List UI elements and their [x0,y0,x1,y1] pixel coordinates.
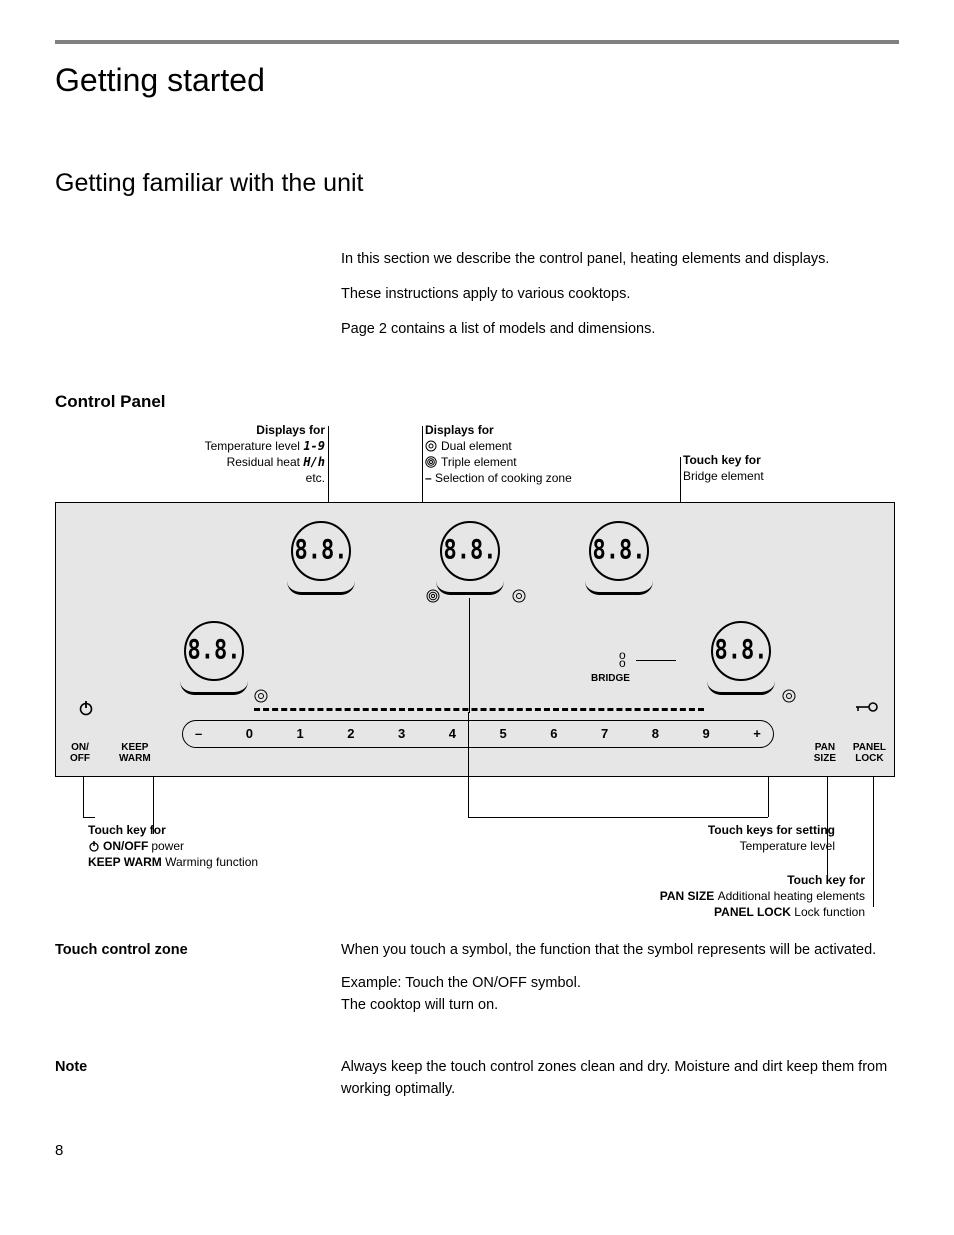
slider-minus: – [195,726,202,741]
display-arc [585,581,653,595]
control-panel-heading: Control Panel [55,392,899,412]
power-icon [88,840,100,852]
display-arc [287,581,355,595]
display-arc [180,681,248,695]
intro-block: In this section we describe the control … [341,248,899,342]
triple-element-icon [425,456,437,468]
leader-line [468,817,768,818]
callout-bridge: Touch key for Bridge element [683,452,764,484]
dual-element-icon [782,689,796,703]
touch-control-row: Touch control zone When you touch a symb… [55,940,899,1029]
leader-line [468,712,469,817]
bridge-icon: oo [619,651,626,668]
leader-line [422,426,423,504]
note-row: Note Always keep the touch control zones… [55,1057,899,1113]
section-title: Getting familiar with the unit [55,169,899,198]
page-number: 8 [55,1142,899,1159]
display-arc [707,681,775,695]
callout-heading: Touch key for [88,823,166,837]
callout-heading: Touch key for [787,873,865,887]
panel-background: 8.8. 8.8. 8.8. 8.8. 8.8. oo BRIDGE ON/ O… [55,502,895,777]
slider-value: 9 [703,726,710,741]
callout-heading: Touch key for [683,453,761,467]
touch-control-p2: Example: Touch the ON/OFF symbol. The co… [341,973,876,1017]
slider-value: 0 [246,726,253,741]
callout-pan-lock: Touch key for PAN SIZE Additional heatin… [660,872,865,921]
page-title: Getting started [55,62,899,99]
callout-displays-temp: Displays for Temperature level 1-9 Resid… [175,422,325,487]
callout-heading: Touch keys for setting [708,823,835,837]
callout-heading: Displays for [425,423,494,437]
leader-line [636,660,676,661]
leader-line [83,777,84,817]
callout-temperature-keys: Touch keys for setting Temperature level [615,822,835,854]
touch-control-heading: Touch control zone [55,940,341,1029]
bridge-label: BRIDGE [591,673,630,684]
display-zone: 8.8. [291,521,351,581]
slider-value: 5 [500,726,507,741]
touch-control-p1: When you touch a symbol, the function th… [341,940,876,962]
slider-value: 2 [347,726,354,741]
display-zone: 8.8. [589,521,649,581]
leader-line [83,817,95,818]
slider-value: 6 [550,726,557,741]
top-rule [55,40,899,44]
on-off-label: ON/ OFF [70,742,90,764]
dual-element-icon [425,440,437,452]
leader-line [768,777,769,817]
display-zone: 8.8. [184,621,244,681]
control-bar: ON/ OFF KEEP WARM – 0 1 2 3 4 5 6 7 8 9 … [64,706,886,760]
key-icon [856,700,878,718]
keep-warm-label: KEEP WARM [119,742,151,764]
slider-value: 8 [652,726,659,741]
dual-element-icon [512,589,526,603]
slider-value: 3 [398,726,405,741]
intro-p2: These instructions apply to various cook… [341,283,899,306]
temperature-slider: – 0 1 2 3 4 5 6 7 8 9 + [182,720,774,748]
leader-line [680,457,681,504]
display-zone: 8.8. [711,621,771,681]
note-p1: Always keep the touch control zones clea… [341,1057,899,1101]
leader-line [469,598,470,713]
triple-element-icon [426,589,440,603]
callout-heading: Displays for [256,423,325,437]
leader-line [873,777,874,907]
dual-element-icon [254,689,268,703]
slider-value: 7 [601,726,608,741]
slider-plus: + [753,726,761,741]
callout-on-off: Touch key for ON/OFF power KEEP WARM War… [88,822,258,871]
intro-p1: In this section we describe the control … [341,248,899,271]
panel-lock-label: PANEL LOCK [853,742,886,764]
power-icon [78,700,94,721]
note-heading: Note [55,1057,341,1113]
display-arc [436,581,504,595]
control-panel-diagram: Displays for Temperature level 1-9 Resid… [55,422,895,912]
intro-p3: Page 2 contains a list of models and dim… [341,318,899,341]
display-zone: 8.8. [440,521,500,581]
slider-value: 1 [297,726,304,741]
pan-size-label: PAN SIZE [814,742,836,764]
leader-line [827,777,828,877]
slider-value: 4 [449,726,456,741]
callout-displays-elements: Displays for Dual element Triple element… [425,422,615,487]
leader-line [328,426,329,504]
